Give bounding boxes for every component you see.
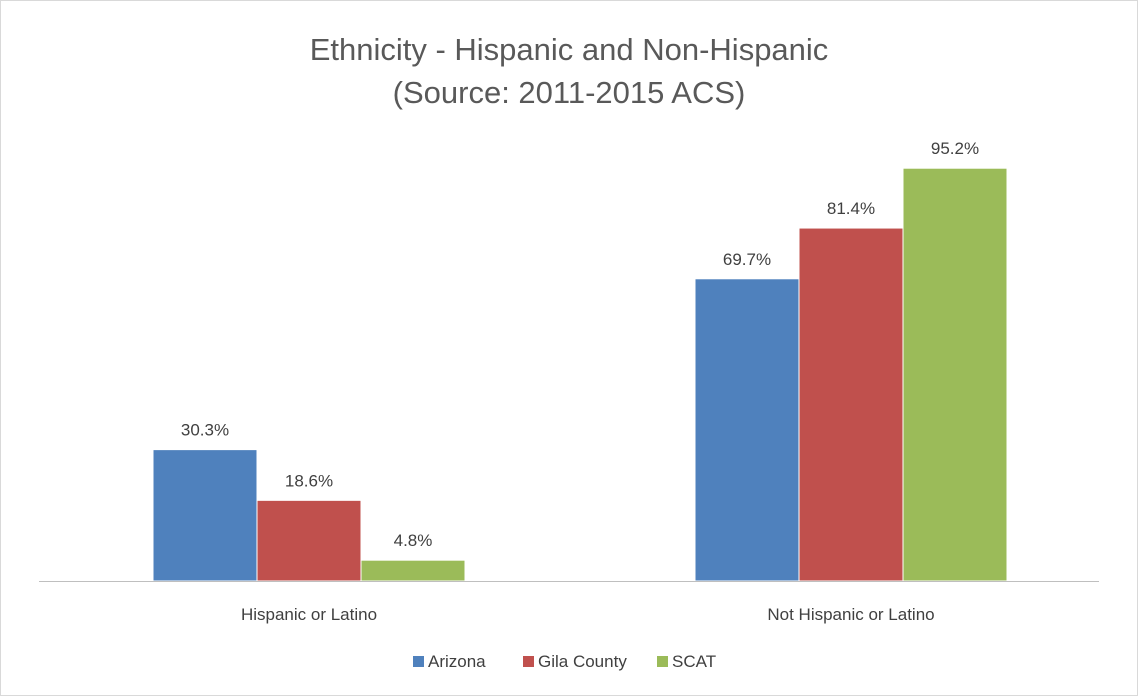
bars-group <box>152 167 1008 582</box>
bar-gila-county-hispanic-or-latino <box>256 499 362 582</box>
data-label-gila-county-hispanic-or-latino: 18.6% <box>285 471 333 490</box>
legend-label-gila-county: Gila County <box>538 652 627 671</box>
chart-title-group: Ethnicity - Hispanic and Non-Hispanic (S… <box>310 32 829 110</box>
legend-swatch-scat <box>657 656 668 667</box>
bar-scat-hispanic-or-latino <box>360 559 466 582</box>
data-label-arizona-not-hispanic-or-latino: 69.7% <box>723 250 771 269</box>
bar-scat-not-hispanic-or-latino <box>902 167 1008 582</box>
data-label-arizona-hispanic-or-latino: 30.3% <box>181 421 229 440</box>
bar-gila-county-not-hispanic-or-latino <box>798 227 904 582</box>
category-label-hispanic-or-latino: Hispanic or Latino <box>241 605 377 624</box>
bar-arizona-hispanic-or-latino <box>152 449 258 582</box>
chart-title: Ethnicity - Hispanic and Non-Hispanic <box>310 32 829 67</box>
category-labels-group: Hispanic or Latino Not Hispanic or Latino <box>241 605 935 624</box>
data-label-gila-county-not-hispanic-or-latino: 81.4% <box>827 199 875 218</box>
category-label-not-hispanic-or-latino: Not Hispanic or Latino <box>767 605 934 624</box>
bar-arizona-not-hispanic-or-latino <box>694 278 800 582</box>
data-label-scat-not-hispanic-or-latino: 95.2% <box>931 139 979 158</box>
data-label-scat-hispanic-or-latino: 4.8% <box>394 531 433 550</box>
chart-subtitle: (Source: 2011-2015 ACS) <box>393 75 746 110</box>
legend-swatch-gila-county <box>523 656 534 667</box>
legend-label-scat: SCAT <box>672 652 716 671</box>
data-labels-group: 30.3% 18.6% 4.8% 69.7% 81.4% 95.2% <box>181 139 979 550</box>
legend: Arizona Gila County SCAT <box>413 652 716 671</box>
legend-swatch-arizona <box>413 656 424 667</box>
legend-label-arizona: Arizona <box>428 652 486 671</box>
